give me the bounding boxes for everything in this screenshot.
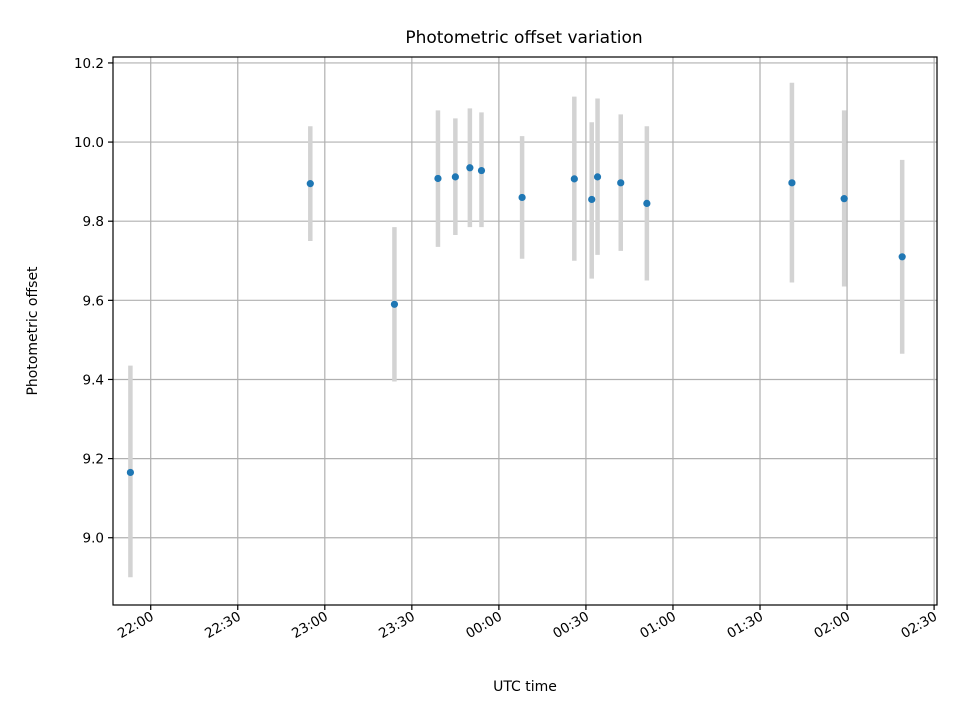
data-point <box>593 173 602 181</box>
y-axis-label: Photometric offset <box>25 266 41 396</box>
chart-title: Photometric offset variation <box>405 28 642 48</box>
data-point <box>643 199 651 207</box>
y-tick-label: 10.0 <box>74 135 104 151</box>
data-point <box>434 174 442 183</box>
data-point <box>126 468 135 477</box>
data-points <box>126 164 906 477</box>
x-axis-label: UTC time <box>493 679 557 695</box>
y-axis: 9.0 9.2 9.4 9.6 9.8 10.0 10.2 <box>74 56 113 547</box>
data-point <box>451 173 459 181</box>
plot-frame <box>112 56 938 606</box>
y-tick-label: 9.0 <box>83 531 104 547</box>
data-point <box>518 193 526 202</box>
y-tick-label: 9.8 <box>83 214 104 230</box>
data-point <box>466 164 474 172</box>
data-point <box>306 180 314 188</box>
y-tick-label: 10.2 <box>74 56 104 72</box>
data-point <box>617 179 625 187</box>
data-point <box>788 179 796 187</box>
y-tick-label: 9.6 <box>83 293 104 309</box>
data-point <box>840 195 848 203</box>
grid <box>113 57 937 605</box>
data-point <box>588 195 596 204</box>
data-point <box>477 166 486 175</box>
data-point <box>898 253 906 261</box>
data-point <box>570 175 578 183</box>
y-tick-label: 9.2 <box>83 452 104 468</box>
data-point <box>390 300 399 308</box>
y-tick-label: 9.4 <box>83 372 104 388</box>
